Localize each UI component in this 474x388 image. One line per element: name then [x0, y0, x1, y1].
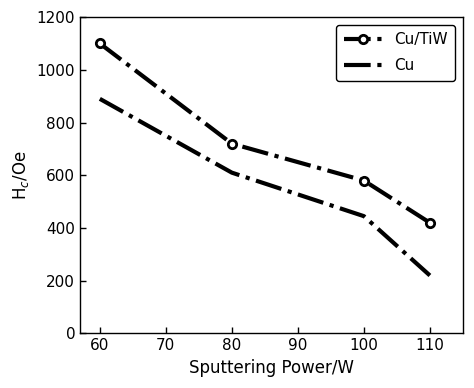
- Legend: Cu/TiW, Cu: Cu/TiW, Cu: [336, 25, 455, 81]
- X-axis label: Sputtering Power/W: Sputtering Power/W: [189, 359, 354, 377]
- Y-axis label: H$_c$/Oe: H$_c$/Oe: [11, 151, 31, 200]
